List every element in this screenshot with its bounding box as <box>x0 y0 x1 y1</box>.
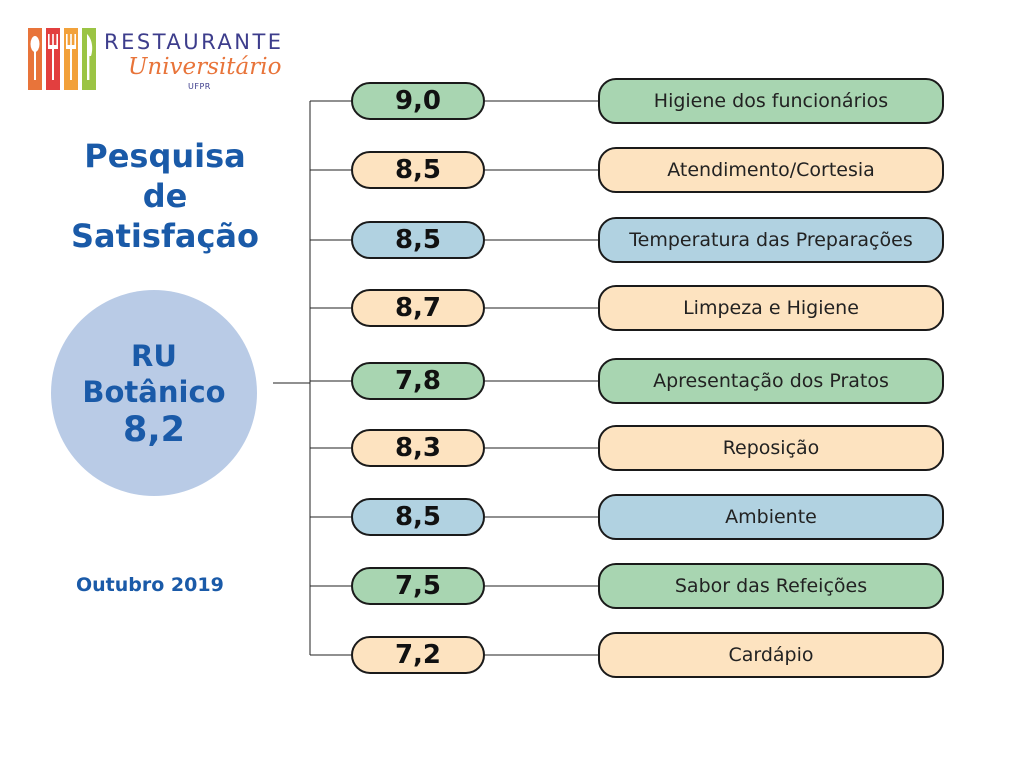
logo-bars <box>28 28 98 90</box>
title-line: Satisfação <box>70 217 259 255</box>
logo-knife-icon <box>82 28 96 90</box>
criterion-label: Limpeza e Higiene <box>598 285 944 331</box>
criterion-label: Atendimento/Cortesia <box>598 147 944 193</box>
logo-name: RESTAURANTE <box>104 30 284 54</box>
logo-spoon-icon <box>28 28 42 90</box>
score-box: 8,5 <box>351 151 485 189</box>
title-line: de <box>142 177 188 215</box>
criterion-label: Ambiente <box>598 494 944 540</box>
unit-name: RU Botânico <box>51 338 257 410</box>
criterion-label: Higiene dos funcionários <box>598 78 944 124</box>
page-title: Pesquisa de Satisfação <box>40 136 290 256</box>
criterion-label: Apresentação dos Pratos <box>598 358 944 404</box>
score-box: 8,5 <box>351 498 485 536</box>
logo-fork-icon-2 <box>64 28 78 90</box>
score-box: 9,0 <box>351 82 485 120</box>
score-box: 7,2 <box>351 636 485 674</box>
criterion-label: Sabor das Refeições <box>598 563 944 609</box>
criterion-label: Temperatura das Preparações <box>598 217 944 263</box>
logo-org: UFPR <box>188 82 211 91</box>
logo-subtitle: Universitário <box>128 54 282 80</box>
logo: RESTAURANTE Universitário UFPR <box>28 28 288 98</box>
score-box: 8,7 <box>351 289 485 327</box>
score-box: 8,5 <box>351 221 485 259</box>
criterion-label: Cardápio <box>598 632 944 678</box>
survey-period: Outubro 2019 <box>76 574 224 596</box>
overall-score-circle: RU Botânico 8,2 <box>51 290 257 496</box>
criterion-label: Reposição <box>598 425 944 471</box>
title-line: Pesquisa <box>84 137 246 175</box>
unit-name-line: Botânico <box>82 375 226 409</box>
logo-fork-icon <box>46 28 60 90</box>
score-box: 7,8 <box>351 362 485 400</box>
score-box: 8,3 <box>351 429 485 467</box>
overall-score: 8,2 <box>122 410 185 450</box>
score-box: 7,5 <box>351 567 485 605</box>
unit-name-line: RU <box>131 339 177 373</box>
